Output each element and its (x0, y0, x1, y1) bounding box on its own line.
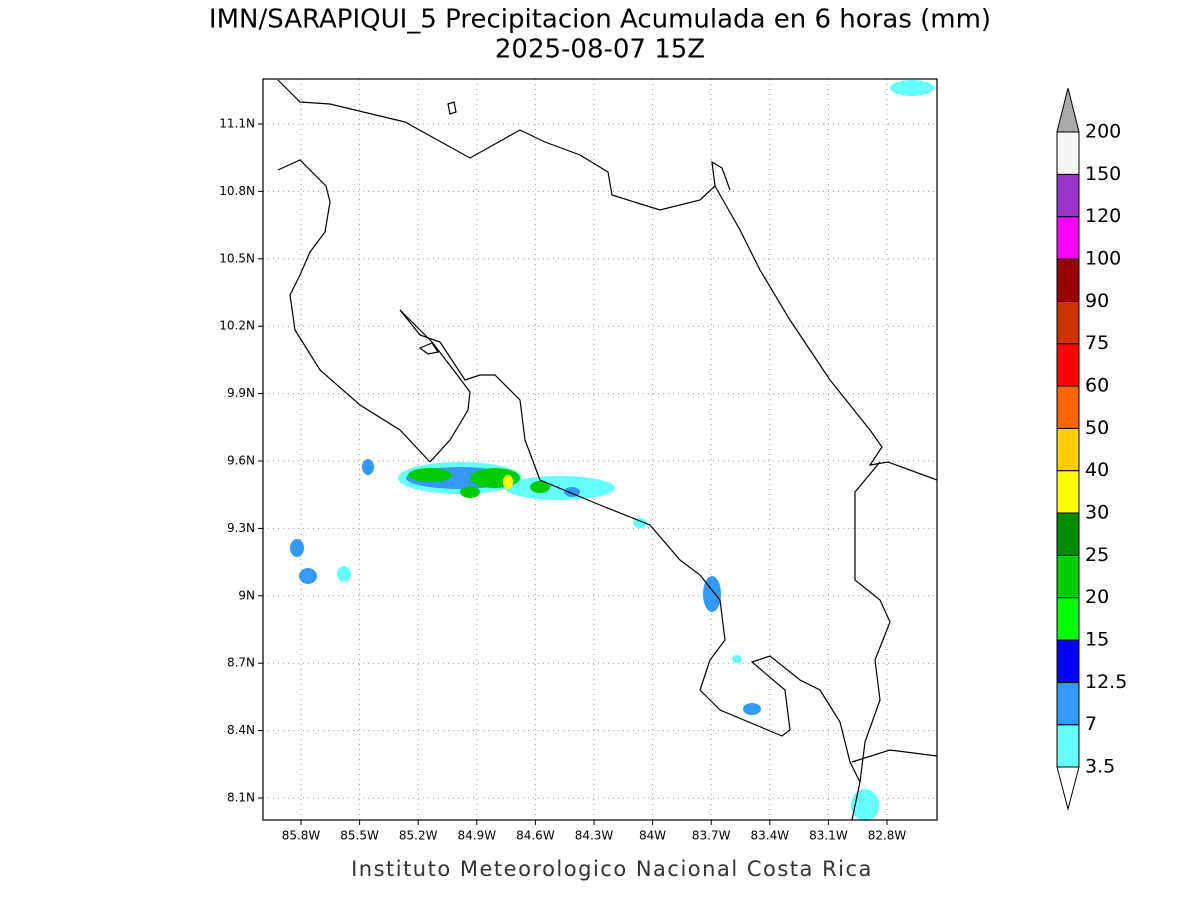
lat-label: 10.8N (219, 184, 255, 198)
colorbar-label: 200 (1085, 121, 1121, 143)
colorbar-segment (1056, 385, 1080, 429)
colorbar-label: 75 (1085, 332, 1109, 354)
colorbar-segment (1056, 597, 1080, 641)
lat-label: 8.1N (227, 791, 255, 805)
colorbar-label: 120 (1085, 205, 1121, 227)
colorbar-segment (1056, 300, 1080, 345)
colorbar-label: 50 (1085, 417, 1109, 439)
colorbar-under (1056, 766, 1080, 811)
lat-label: 10.5N (219, 251, 255, 265)
lat-label: 10.2N (219, 319, 255, 333)
lon-label: 84.3W (575, 829, 614, 843)
colorbar-segment (1056, 343, 1080, 387)
colorbar-label: 90 (1085, 290, 1109, 312)
lon-label: 85.8W (282, 829, 321, 843)
lat-label: 8.4N (227, 723, 255, 737)
lat-label: 9.9N (227, 386, 255, 400)
lon-label: 84.9W (458, 829, 497, 843)
colorbar-segment (1056, 681, 1080, 726)
lon-label: 83.4W (751, 829, 790, 843)
colorbar-label: 12.5 (1085, 671, 1127, 693)
lon-label: 85.5W (340, 829, 379, 843)
grid: 85.8W 85.5W 85.2W 84.9W 84.6W 84.3W 84W 83.7W 83… (219, 79, 937, 843)
subtitle: 2025-08-07 15Z (495, 35, 705, 65)
colorbar-segment (1056, 427, 1080, 472)
lat-label: 8.7N (227, 656, 255, 670)
colorbar-segment (1056, 131, 1080, 175)
colorbar-segment (1056, 173, 1080, 218)
coastline (277, 79, 938, 821)
colorbar-segment (1056, 470, 1080, 514)
colorbar-segment (1056, 216, 1080, 260)
lon-label: 85.2W (399, 829, 438, 843)
lat-label: 11.1N (219, 117, 255, 131)
colorbar: 3.5 7 12.5 15 20 25 30 40 50 60 75 90 100 120 150 200 (1056, 87, 1127, 811)
colorbar-label: 15 (1085, 629, 1109, 651)
colorbar-segment (1056, 512, 1080, 556)
colorbar-label: 3.5 (1085, 756, 1115, 778)
colorbar-label: 7 (1085, 713, 1097, 735)
precipitation (290, 80, 934, 821)
colorbar-label: 30 (1085, 502, 1109, 524)
colorbar-segment (1056, 724, 1080, 768)
colorbar-label: 100 (1085, 248, 1121, 270)
lat-label: 9N (238, 588, 255, 602)
colorbar-over (1056, 87, 1080, 133)
lon-label: 83.7W (692, 829, 731, 843)
lat-label: 9.3N (227, 521, 255, 535)
colorbar-label: 20 (1085, 586, 1109, 608)
colorbar-label: 25 (1085, 544, 1109, 566)
colorbar-label: 40 (1085, 459, 1109, 481)
title: IMN/SARAPIQUI_5 Precipitacion Acumulada … (209, 5, 991, 35)
lon-label: 84.6W (516, 829, 555, 843)
map-frame (262, 78, 938, 821)
lon-label: 84W (639, 829, 666, 843)
colorbar-segment (1056, 639, 1080, 683)
colorbar-segment (1056, 554, 1080, 599)
lat-label: 9.6N (227, 454, 255, 468)
lon-label: 82.8W (868, 829, 907, 843)
colorbar-label: 60 (1085, 375, 1109, 397)
footer: Instituto Meteorologico Nacional Costa R… (351, 857, 873, 881)
colorbar-label: 150 (1085, 163, 1121, 185)
lon-label: 83.1W (809, 829, 848, 843)
colorbar-segment (1056, 258, 1080, 302)
